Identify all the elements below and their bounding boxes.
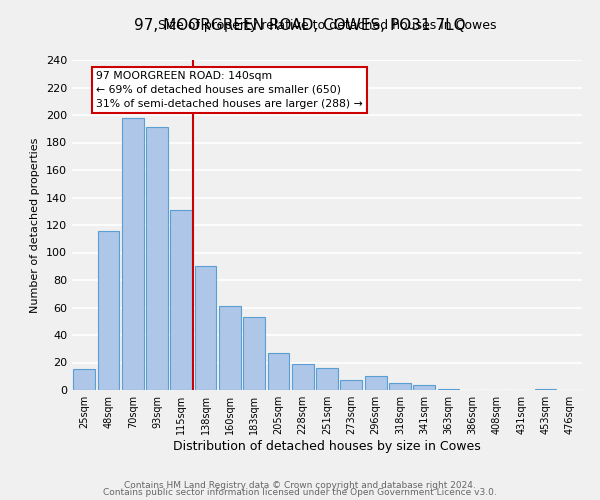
- Bar: [219, 306, 241, 390]
- Bar: [413, 384, 435, 390]
- Bar: [340, 380, 362, 390]
- Bar: [535, 388, 556, 390]
- X-axis label: Distribution of detached houses by size in Cowes: Distribution of detached houses by size …: [173, 440, 481, 453]
- Text: 97, MOORGREEN ROAD, COWES, PO31 7LQ: 97, MOORGREEN ROAD, COWES, PO31 7LQ: [134, 18, 466, 32]
- Bar: [316, 368, 338, 390]
- Bar: [292, 364, 314, 390]
- Bar: [365, 376, 386, 390]
- Text: Contains HM Land Registry data © Crown copyright and database right 2024.: Contains HM Land Registry data © Crown c…: [124, 480, 476, 490]
- Y-axis label: Number of detached properties: Number of detached properties: [31, 138, 40, 312]
- Bar: [268, 353, 289, 390]
- Bar: [194, 266, 217, 390]
- Bar: [389, 383, 411, 390]
- Bar: [146, 128, 168, 390]
- Bar: [122, 118, 143, 390]
- Bar: [73, 370, 95, 390]
- Title: Size of property relative to detached houses in Cowes: Size of property relative to detached ho…: [158, 20, 496, 32]
- Text: Contains public sector information licensed under the Open Government Licence v3: Contains public sector information licen…: [103, 488, 497, 497]
- Bar: [97, 230, 119, 390]
- Bar: [437, 388, 460, 390]
- Text: 97 MOORGREEN ROAD: 140sqm
← 69% of detached houses are smaller (650)
31% of semi: 97 MOORGREEN ROAD: 140sqm ← 69% of detac…: [96, 71, 363, 109]
- Bar: [243, 317, 265, 390]
- Bar: [170, 210, 192, 390]
